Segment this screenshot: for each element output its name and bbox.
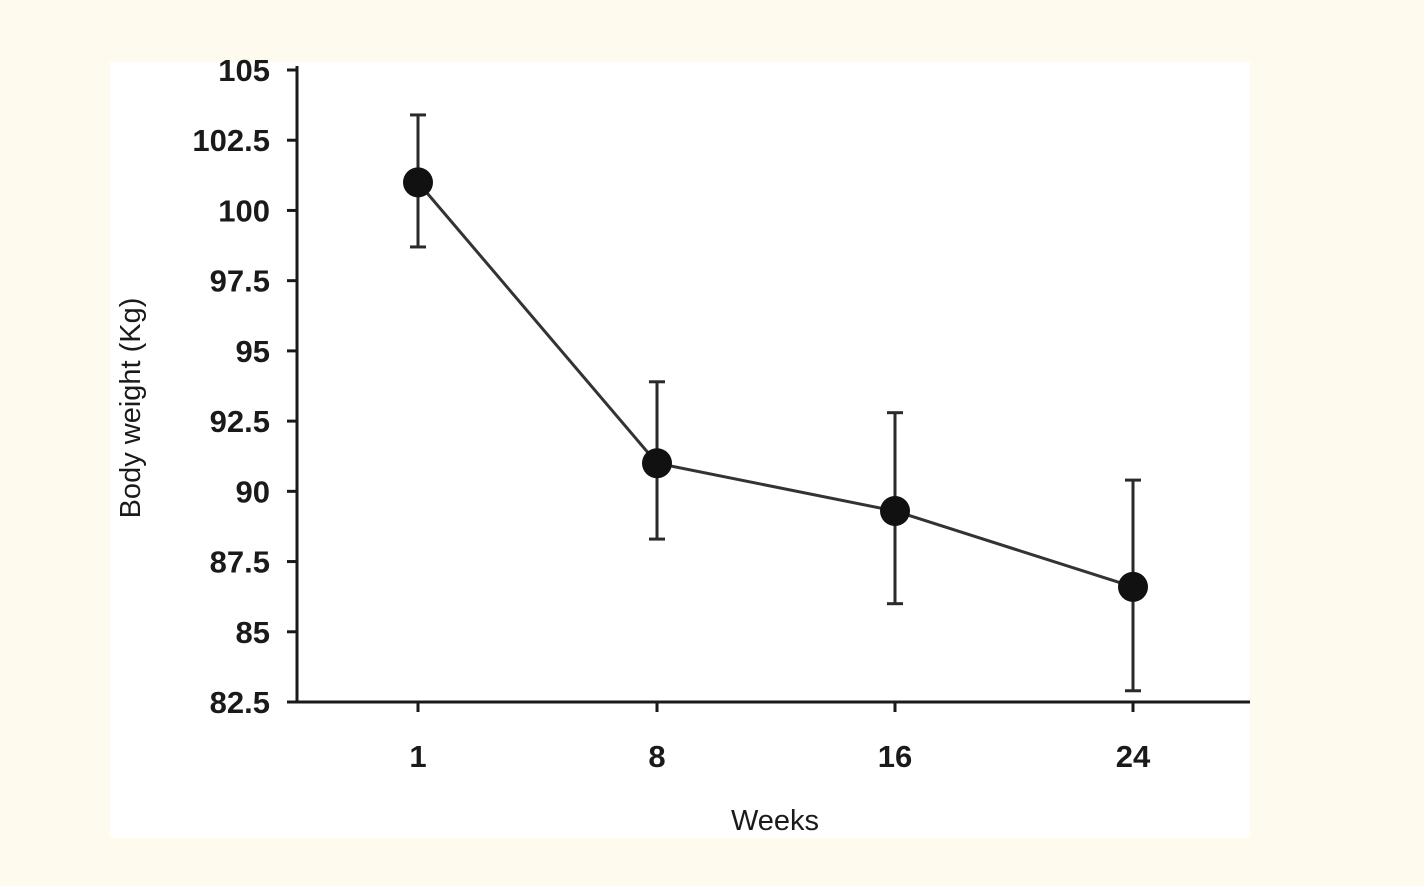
x-tick-label: 8 xyxy=(648,739,665,774)
data-point xyxy=(880,495,910,526)
y-tick-label: 92.5 xyxy=(210,404,270,439)
y-tick-label: 102.5 xyxy=(192,123,270,158)
y-tick-label: 100 xyxy=(218,193,270,228)
chart-panel xyxy=(110,62,1250,838)
axes xyxy=(295,66,1250,704)
x-ticks: 1 8 16 24 xyxy=(409,702,1151,774)
y-tick-label: 97.5 xyxy=(210,264,270,299)
x-tick-label: 1 xyxy=(409,739,426,774)
y-tick-label: 85 xyxy=(236,615,270,650)
y-tick-label: 87.5 xyxy=(210,545,270,580)
error-bars xyxy=(410,113,1141,693)
x-tick-label: 24 xyxy=(1116,739,1151,774)
x-tick-label: 16 xyxy=(878,739,912,774)
y-ticks: 82.5 85 87.5 90 92.5 95 97.5 100 102.5 105 xyxy=(192,53,297,720)
y-tick-label: 90 xyxy=(236,474,270,509)
data-point xyxy=(642,448,672,479)
y-axis-title: Body weight (Kg) xyxy=(115,298,147,519)
x-axis-title: Weeks xyxy=(731,805,819,837)
data-point xyxy=(1118,571,1148,602)
y-tick-label: 95 xyxy=(236,334,270,369)
series-line xyxy=(416,181,1134,589)
series xyxy=(403,167,1148,602)
y-tick-label: 82.5 xyxy=(210,685,270,720)
y-tick-label: 105 xyxy=(218,53,270,88)
data-point xyxy=(403,167,433,198)
